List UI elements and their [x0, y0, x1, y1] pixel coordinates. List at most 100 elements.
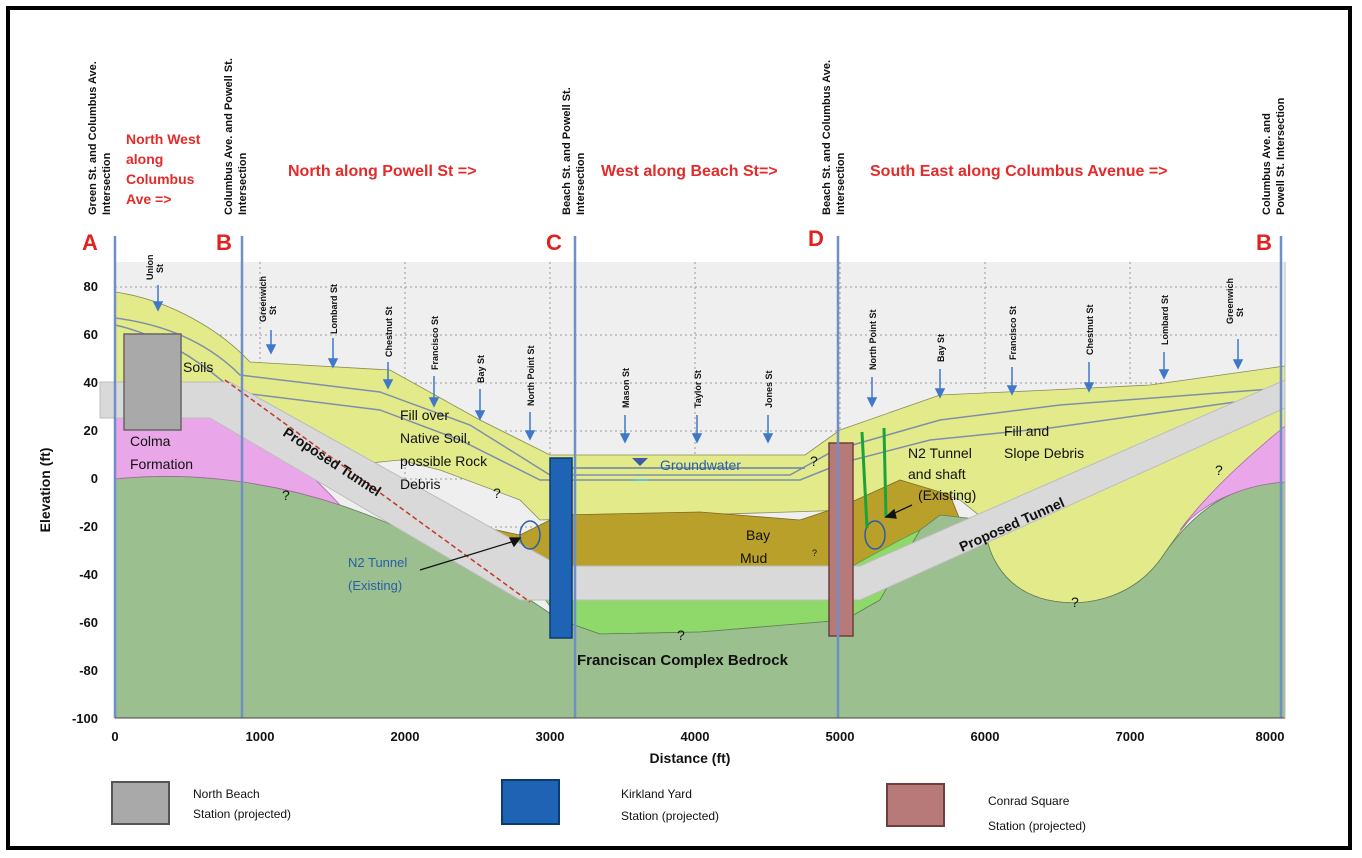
label-question-7: ? [1071, 594, 1079, 610]
x-tick: 6000 [971, 729, 1000, 744]
x-tick: 8000 [1256, 729, 1285, 744]
x-tick-labels: 0 1000 2000 3000 4000 5000 6000 7000 800… [111, 729, 1284, 744]
intersection-letter-d: D [808, 226, 824, 251]
street-bay: Bay St [476, 355, 486, 383]
street-taylor: Taylor St [693, 370, 703, 408]
conrad-square-station [828, 442, 854, 637]
label-groundwater: Groundwater [660, 457, 741, 473]
street-greenwich-b: St [268, 306, 278, 315]
direction-labels: North West along Columbus Ave => North a… [126, 131, 1168, 207]
n2-tunnel-left [519, 520, 541, 550]
x-tick: 3000 [536, 729, 565, 744]
legend-kirkland-2: Station (projected) [621, 809, 719, 823]
street-chestnut: Chestnut St [384, 306, 394, 357]
intersection-letter-c: C [546, 230, 562, 255]
y-tick: 20 [84, 423, 98, 438]
street-north-point-2: North Point St [868, 310, 878, 371]
direction-nw-1: North West [126, 131, 201, 147]
intersection-labels: Green St. and Columbus Ave. Intersection… [87, 58, 1287, 215]
label-n2s-3: (Existing) [918, 487, 976, 503]
intersection-label-b-1: Columbus Ave. and Powell St. [223, 58, 235, 215]
intersection-label-b2-2: Powell St. Intersection [1275, 97, 1287, 215]
legend-swatch-kirkland [501, 779, 560, 825]
x-tick: 1000 [246, 729, 275, 744]
label-fill-4: Debris [400, 476, 440, 492]
label-soils: Soils [183, 359, 213, 375]
x-axis-label: Distance (ft) [650, 750, 731, 766]
legend-conrad-1: Conrad Square [988, 794, 1070, 808]
label-n2-1: N2 Tunnel [348, 555, 407, 570]
direction-nw-2: along [126, 151, 163, 167]
intersection-label-c-2: Intersection [575, 152, 587, 215]
y-tick: -80 [79, 663, 98, 678]
direction-nw-3: Columbus [126, 171, 195, 187]
intersection-letter-b: B [216, 230, 232, 255]
label-question-4: ? [812, 548, 817, 558]
label-bay-mud-2: Mud [740, 550, 767, 566]
street-jones: Jones St [764, 370, 774, 408]
groundwater-marker [632, 458, 648, 466]
x-tick: 0 [111, 729, 118, 744]
label-bay-mud-1: Bay [746, 527, 770, 543]
n2-shaft-1 [860, 431, 869, 529]
legend-swatch-conrad [886, 783, 945, 827]
y-tick: 60 [84, 327, 98, 342]
kirkland-yard-station [549, 457, 573, 639]
legend-conrad-2: Station (projected) [988, 819, 1086, 833]
street-lombard: Lombard St [329, 284, 339, 334]
street-bay-2: Bay St [936, 334, 946, 362]
intersection-label-c-1: Beach St. and Powell St. [561, 87, 573, 215]
street-mason: Mason St [621, 368, 631, 408]
street-greenwich-a: Greenwich [258, 276, 268, 322]
street-greenwich-2a: Greenwich [1225, 278, 1235, 324]
street-arrows [152, 285, 1244, 444]
label-n2s-2: and shaft [908, 466, 966, 482]
north-beach-station [123, 333, 182, 431]
legend-north-beach-2: Station (projected) [193, 807, 291, 821]
label-fill-3: possible Rock [400, 453, 488, 469]
street-labels: Union St Greenwich St Lombard St Chestnu… [145, 255, 1245, 409]
y-axis-label: Elevation (ft) [37, 448, 53, 533]
n2-shaft-2 [882, 427, 888, 519]
street-francisco: Francisco St [430, 316, 440, 370]
street-greenwich-2b: St [1235, 308, 1245, 317]
intersection-letter-a: A [82, 230, 98, 255]
n2-callout-arrows [419, 504, 913, 571]
colma-formation-right [1179, 425, 1286, 531]
label-question-2: ? [493, 485, 501, 501]
intersection-letter-b2: B [1256, 230, 1272, 255]
intersection-label-d-1: Beach St. and Columbus Ave. [821, 60, 833, 215]
label-question-5: ? [677, 627, 685, 643]
label-question-3: ? [810, 453, 818, 469]
street-north-point: North Point St [526, 346, 536, 407]
label-colma-1: Colma [130, 433, 171, 449]
intersection-lines [113, 236, 1283, 718]
label-fill-slope-2: Slope Debris [1004, 445, 1084, 461]
x-tick: 5000 [826, 729, 855, 744]
street-chestnut-2: Chestnut St [1085, 304, 1095, 355]
street-francisco-2: Francisco St [1008, 306, 1018, 360]
label-fill-2: Native Soil, [400, 430, 471, 446]
direction-nw-4: Ave => [126, 191, 171, 207]
direction-southeast: South East along Columbus Avenue => [870, 163, 1168, 180]
street-lombard-2: Lombard St [1160, 295, 1170, 345]
label-n2-2: (Existing) [348, 578, 402, 593]
y-tick-labels: 80 60 40 20 0 -20 -40 -60 -80 -100 [72, 279, 98, 726]
street-union-b: St [155, 264, 165, 273]
label-fill-1: Fill over [400, 407, 449, 423]
legend: North Beach Station (projected) Kirkland… [111, 779, 1086, 833]
y-tick: -40 [79, 567, 98, 582]
intersection-label-d-2: Intersection [835, 152, 847, 215]
y-tick: 0 [91, 471, 98, 486]
y-tick: 40 [84, 375, 98, 390]
intersection-label-a-1: Green St. and Columbus Ave. [87, 61, 99, 215]
x-tick: 7000 [1116, 729, 1145, 744]
y-tick: -60 [79, 615, 98, 630]
legend-kirkland-1: Kirkland Yard [621, 787, 692, 801]
x-tick: 2000 [391, 729, 420, 744]
direction-west: West along Beach St=> [601, 163, 778, 180]
direction-north: North along Powell St => [288, 163, 476, 180]
tunnel-dashed-line [224, 379, 531, 603]
label-colma-2: Formation [130, 456, 193, 472]
